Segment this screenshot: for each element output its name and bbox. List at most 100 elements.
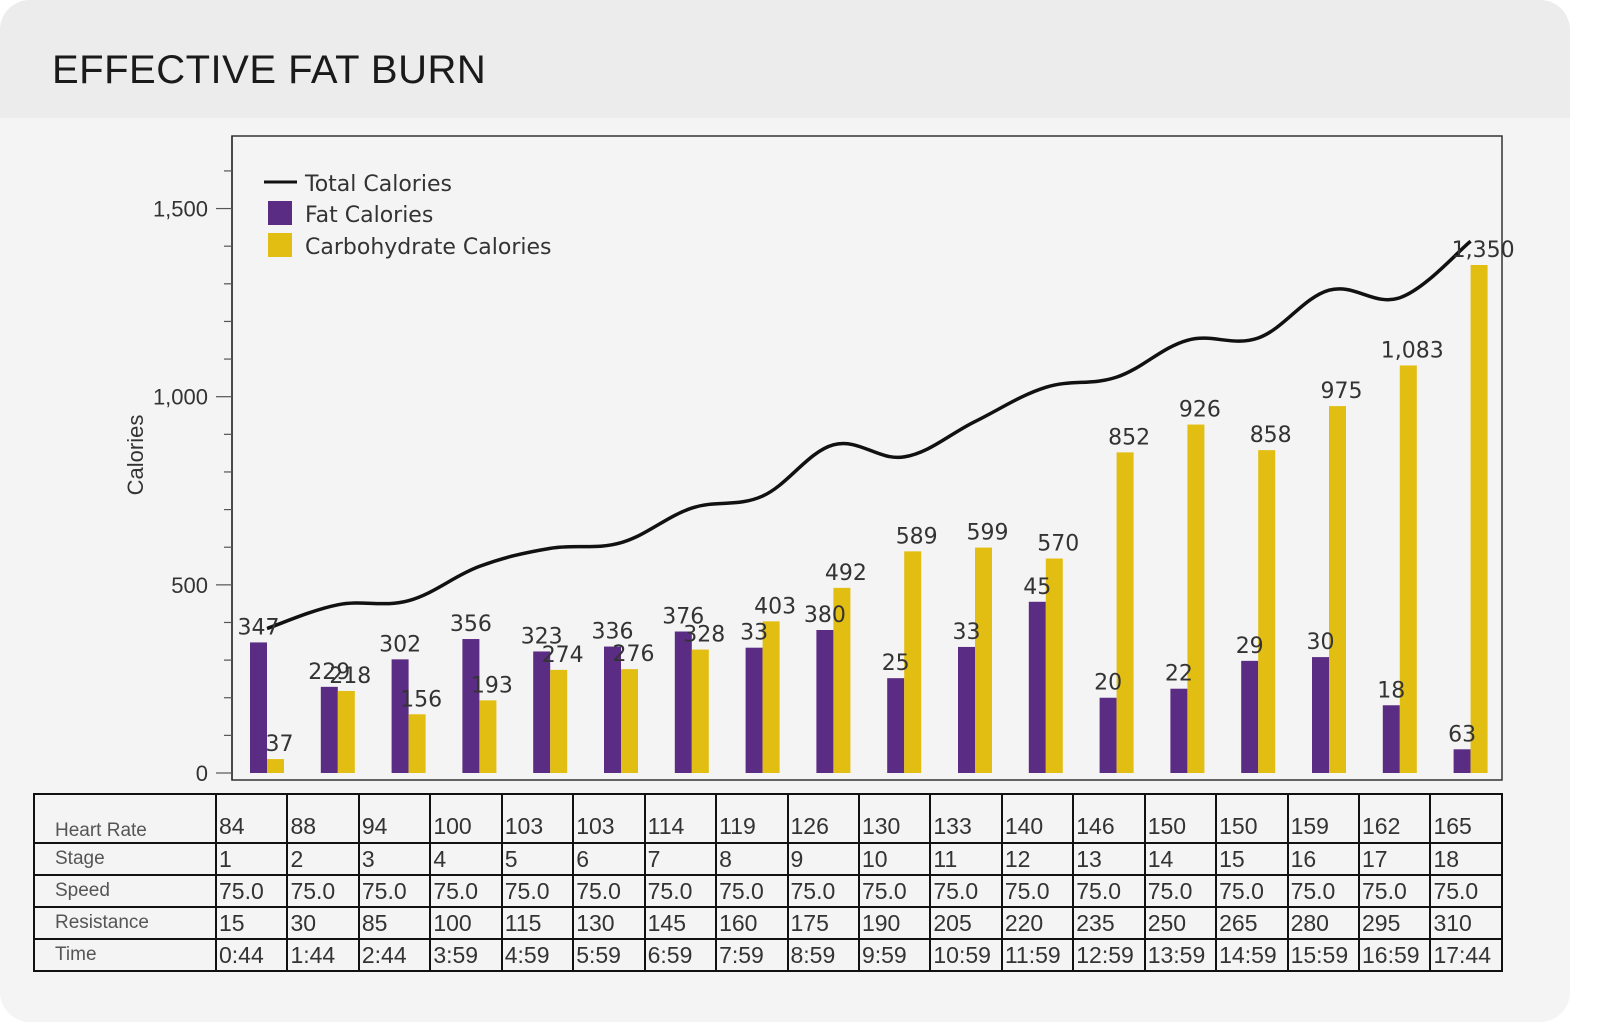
fat-bar [816, 630, 834, 773]
table-cell: 190 [857, 906, 932, 940]
table-cell: 103 [572, 793, 646, 844]
table-cell: 11 [929, 842, 1003, 876]
table-cell: 265 [1215, 906, 1289, 940]
carb-bar [833, 587, 851, 773]
fat-bar [1099, 697, 1117, 773]
row-label: Time [33, 938, 217, 972]
table-cell: 115 [500, 906, 575, 940]
fat-data-label: 356 [450, 612, 492, 637]
row-label: Resistance [33, 906, 217, 940]
fat-data-label: 63 [1448, 722, 1476, 747]
table-cell: 159 [1286, 793, 1361, 844]
y-axis-ticks: 0 500 1,000 1,500 [153, 170, 232, 786]
table-cell: 10 [857, 842, 932, 876]
carb-data-label: 852 [1108, 425, 1150, 450]
fat-data-label: 33 [953, 620, 981, 645]
table-cell: 2 [286, 842, 360, 876]
page-title: EFFECTIVE FAT BURN [52, 48, 487, 92]
carb-bar [267, 759, 284, 773]
table-cell: 4:59 [500, 938, 575, 972]
table-cell: 9:59 [857, 938, 932, 972]
table-cell: 103 [500, 793, 575, 844]
table-row: Stage 1 2 3 4 5 6 7 8 9 10 11 12 13 14 15 16 17 18 [33, 842, 1503, 876]
table-cell: 205 [929, 906, 1003, 940]
table-row: Speed 75.0 75.0 75.0 75.0 75.0 75.0 75.0 75.0 75.… [33, 874, 1503, 908]
row-label: Heart Rate [33, 793, 217, 844]
fat-bar [674, 631, 692, 773]
fat-bar [958, 646, 975, 773]
table-row: Time 0:44 1:44 2:44 3:59 4:59 5:59 6:59 7:59 8:59… [33, 938, 1503, 972]
table-cell: 84 [214, 793, 289, 844]
table-cell: 30 [286, 906, 360, 940]
table-cell: 7:59 [715, 938, 789, 972]
carb-data-label: 926 [1179, 398, 1221, 423]
table-cell: 75.0 [429, 874, 503, 908]
table-cell: 16:59 [1357, 938, 1432, 972]
legend-carb-swatch [268, 233, 292, 257]
total-calories-line [266, 239, 1472, 631]
table-cell: 146 [1072, 793, 1146, 844]
table-cell: 220 [1000, 906, 1075, 940]
table-cell: 2:44 [357, 938, 432, 972]
table-cell: 75.0 [857, 874, 932, 908]
table-cell: 16 [1286, 842, 1361, 876]
fat-bar [1312, 657, 1329, 773]
table-cell: 14:59 [1215, 938, 1289, 972]
table-row: Heart Rate 84 88 94 100 103 103 114 119 126 130 133… [33, 793, 1503, 844]
carb-bar [762, 621, 780, 773]
legend-carb-label: Carbohydrate Calories [305, 235, 552, 260]
fat-data-label: 347 [238, 615, 280, 640]
table-cell: 5 [500, 842, 575, 876]
fat-bar [1453, 749, 1471, 773]
table-cell: 13:59 [1143, 938, 1218, 972]
table-cell: 3:59 [429, 938, 503, 972]
table-cell: 17 [1357, 842, 1432, 876]
fat-data-label: 20 [1094, 671, 1122, 696]
table-cell: 250 [1143, 906, 1218, 940]
table-cell: 17:44 [1429, 938, 1503, 972]
row-label: Stage [33, 842, 217, 876]
fat-data-label: 336 [592, 620, 634, 645]
table-cell: 75.0 [286, 874, 360, 908]
carb-bar [975, 547, 992, 773]
table-cell: 75.0 [1000, 874, 1075, 908]
table-cell: 175 [786, 906, 860, 940]
legend: Total Calories Fat Calories Carbohydrate C… [264, 172, 552, 260]
table-cell: 235 [1072, 906, 1146, 940]
fat-bar [320, 686, 338, 773]
table-cell: 140 [1000, 793, 1075, 844]
carb-data-label: 37 [266, 732, 294, 757]
table-cell: 75.0 [715, 874, 789, 908]
carb-data-label: 403 [754, 594, 796, 619]
carb-bar [408, 714, 426, 773]
fat-bar [533, 651, 551, 773]
fat-data-label: 22 [1165, 662, 1193, 687]
table-cell: 12 [1000, 842, 1075, 876]
table-cell: 150 [1215, 793, 1289, 844]
legend-fat-swatch [268, 201, 292, 225]
fat-data-label: 18 [1377, 678, 1405, 703]
table-cell: 75.0 [1072, 874, 1146, 908]
table-cell: 114 [643, 793, 718, 844]
carb-bar [1116, 452, 1134, 773]
table-cell: 15 [1215, 842, 1289, 876]
table-cell: 75.0 [1286, 874, 1361, 908]
table-cell: 75.0 [214, 874, 289, 908]
table-cell: 6:59 [643, 938, 718, 972]
table-cell: 162 [1357, 793, 1432, 844]
table-cell: 126 [786, 793, 860, 844]
carb-bar [1470, 264, 1488, 773]
table-cell: 15 [214, 906, 289, 940]
carb-data-label: 858 [1250, 423, 1292, 448]
table-cell: 13 [1072, 842, 1146, 876]
y-tick-label: 500 [171, 573, 208, 598]
y-axis-label: Calories [123, 415, 148, 496]
carb-bar [1399, 365, 1417, 773]
table-cell: 11:59 [1000, 938, 1075, 972]
table-cell: 3 [357, 842, 432, 876]
table-cell: 12:59 [1072, 938, 1146, 972]
carb-bar [550, 669, 568, 773]
table-cell: 130 [572, 906, 646, 940]
